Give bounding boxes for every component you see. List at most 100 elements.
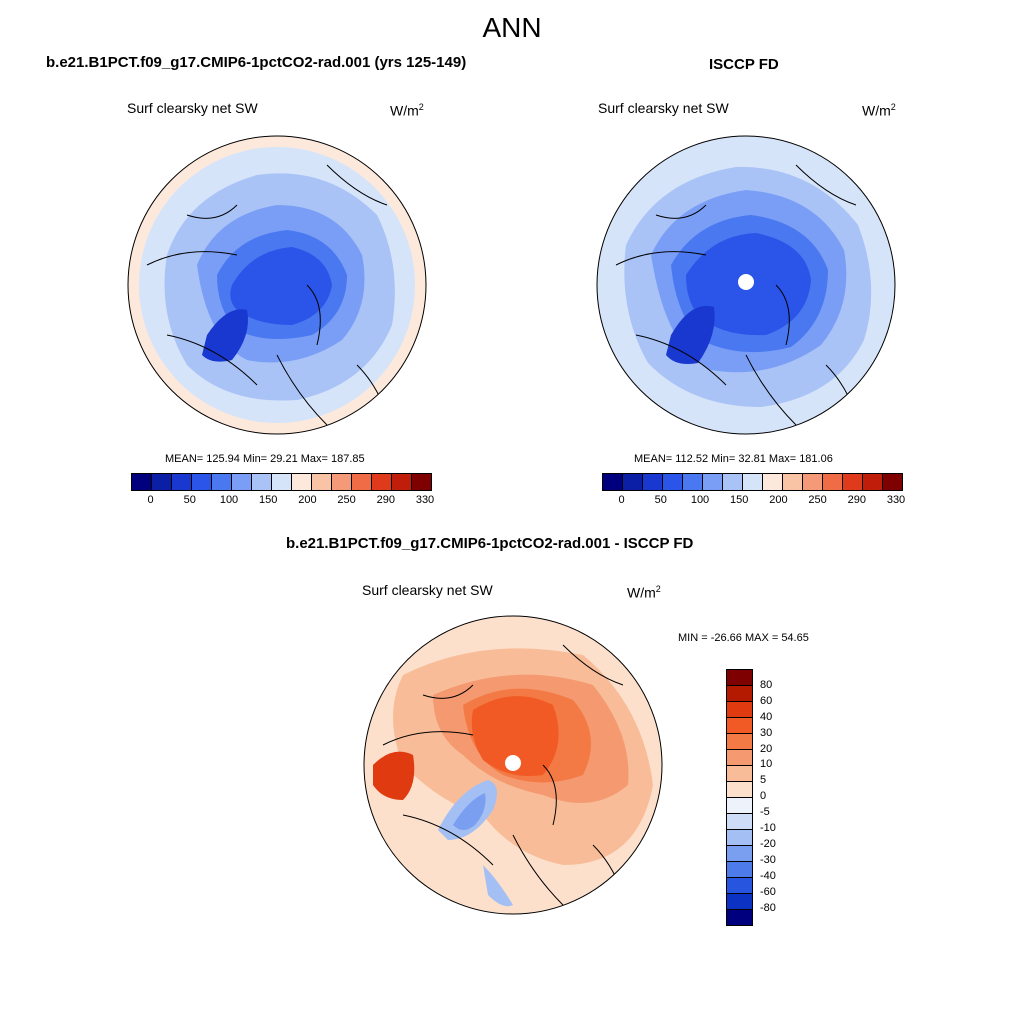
colorbar-cell	[842, 474, 862, 490]
colorbar-cell	[782, 474, 802, 490]
diff-colorbar-tick-label: -30	[760, 853, 776, 866]
diff-colorbar-cell	[727, 670, 752, 685]
left-variable-label: Surf clearsky net SW	[127, 100, 258, 116]
colorbar-cell	[311, 474, 331, 490]
diff-colorbar-cell	[727, 701, 752, 717]
diff-colorbar-cell	[727, 797, 752, 813]
colorbar-cell	[762, 474, 782, 490]
colorbar-cell	[802, 474, 822, 490]
diff-colorbar-tick-label: -60	[760, 885, 776, 898]
diff-colorbar-cell	[727, 813, 752, 829]
left-colorbar-ticks: 0 50 100 150 200 250 290 330	[0, 494, 1024, 510]
colorbar-tick-label: 250	[808, 494, 827, 506]
diff-case-title: b.e21.B1PCT.f09_g17.CMIP6-1pctCO2-rad.00…	[286, 535, 694, 552]
diff-colorbar-tick-label: -5	[760, 806, 770, 819]
diff-colorbar-cell	[727, 893, 752, 909]
diff-units: W/m2	[627, 584, 661, 601]
colorbar-cell	[603, 474, 622, 490]
colorbar-tick-label: 200	[298, 494, 317, 506]
diff-colorbar	[726, 669, 753, 926]
left-polar-map	[127, 135, 427, 435]
diff-colorbar-cell	[727, 829, 752, 845]
diff-colorbar-cell	[727, 749, 752, 765]
colorbar-tick-label: 330	[886, 494, 906, 506]
diff-colorbar-tick-label: 5	[760, 774, 767, 787]
diff-colorbar-tick-label: 80	[760, 678, 773, 691]
colorbar-cell	[882, 474, 902, 490]
colorbar-cell	[351, 474, 371, 490]
right-polar-map	[596, 135, 896, 435]
diff-colorbar-tick-label: 0	[760, 790, 767, 803]
colorbar-cell	[211, 474, 231, 490]
right-case-title: ISCCP FD	[709, 56, 779, 73]
left-stats: MEAN= 125.94 Min= 29.21 Max= 187.85	[165, 453, 365, 465]
colorbar-tick-label: 200	[769, 494, 788, 506]
left-units: W/m2	[390, 102, 424, 119]
diff-polar-map	[363, 615, 663, 915]
diff-colorbar-cell	[727, 781, 752, 797]
colorbar-cell	[862, 474, 882, 490]
colorbar-cell	[151, 474, 171, 490]
diff-stats: MIN = -26.66 MAX = 54.65	[678, 632, 809, 644]
diff-colorbar-cell	[727, 845, 752, 861]
diff-colorbar-tick-label: -80	[760, 901, 776, 914]
colorbar-cell	[702, 474, 722, 490]
colorbar-tick-label: 290	[847, 494, 866, 506]
diff-colorbar-tick-label: 10	[760, 758, 773, 771]
right-colorbar-ticks: 0 50 100 150 200 250 290 330	[0, 494, 1024, 510]
diff-colorbar-cell	[727, 685, 752, 701]
colorbar-cell	[231, 474, 251, 490]
diff-colorbar-tick-label: 40	[760, 710, 773, 723]
diff-variable-label: Surf clearsky net SW	[362, 582, 493, 598]
diff-pole-hole	[505, 755, 521, 771]
diff-colorbar-cell	[727, 877, 752, 893]
colorbar-cell	[822, 474, 842, 490]
colorbar-cell	[662, 474, 682, 490]
colorbar-cell	[722, 474, 742, 490]
colorbar-cell	[171, 474, 191, 490]
colorbar-tick-label: 330	[415, 494, 435, 506]
diff-colorbar-cell	[727, 765, 752, 781]
colorbar-tick-label: 100	[690, 494, 710, 506]
right-variable-label: Surf clearsky net SW	[598, 100, 729, 116]
diff-colorbar-tick-label: -40	[760, 869, 776, 882]
colorbar-tick-label: 250	[337, 494, 356, 506]
colorbar-tick-label: 100	[219, 494, 239, 506]
colorbar-tick-label: 50	[183, 494, 196, 506]
colorbar-cell	[132, 474, 151, 490]
colorbar-cell	[191, 474, 211, 490]
diff-colorbar-tick-label: -20	[760, 837, 776, 850]
colorbar-cell	[742, 474, 762, 490]
colorbar-tick-label: 290	[376, 494, 395, 506]
colorbar-tick-label: 50	[654, 494, 667, 506]
diff-colorbar-tick-label: 20	[760, 742, 773, 755]
left-case-title: b.e21.B1PCT.f09_g17.CMIP6-1pctCO2-rad.00…	[46, 54, 467, 71]
diff-colorbar-tick-label: -10	[760, 822, 776, 834]
colorbar-cell	[251, 474, 271, 490]
diff-colorbar-cell	[727, 861, 752, 877]
colorbar-cell	[271, 474, 291, 490]
diff-colorbar-cell	[727, 717, 752, 733]
colorbar-cell	[622, 474, 642, 490]
diff-colorbar-tick-label: 60	[760, 694, 773, 707]
colorbar-tick-label: 0	[147, 494, 154, 506]
diff-colorbar-tick-label: 30	[760, 726, 773, 739]
colorbar-cell	[291, 474, 311, 490]
diff-colorbar-cell	[727, 733, 752, 749]
colorbar-cell	[391, 474, 411, 490]
colorbar-cell	[411, 474, 431, 490]
diff-colorbar-cell	[727, 909, 752, 925]
right-colorbar	[602, 473, 903, 491]
colorbar-cell	[371, 474, 391, 490]
right-pole-hole	[738, 274, 754, 290]
colorbar-tick-label: 150	[259, 494, 278, 506]
left-greenland-low	[202, 309, 248, 362]
main-title: ANN	[482, 12, 542, 43]
colorbar-cell	[642, 474, 662, 490]
right-stats: MEAN= 112.52 Min= 32.81 Max= 181.06	[634, 453, 833, 465]
colorbar-cell	[682, 474, 702, 490]
diff-colorbar-ticks: 80 60 40 30 20 10 5 0 -5 -10 -20 -30 -40 -60 -80	[760, 669, 820, 914]
colorbar-cell	[331, 474, 351, 490]
left-colorbar	[131, 473, 432, 491]
right-units: W/m2	[862, 102, 896, 119]
